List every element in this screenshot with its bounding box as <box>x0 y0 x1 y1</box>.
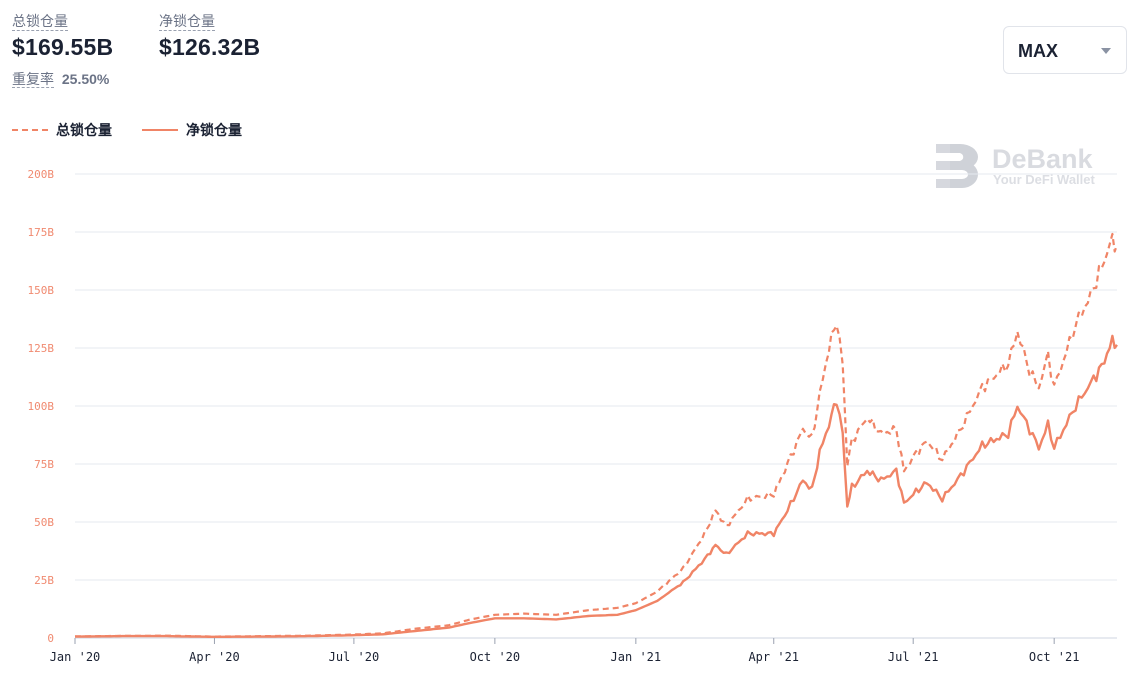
watermark-subtitle: Your DeFi Wallet <box>993 172 1095 187</box>
time-range-select[interactable]: MAX <box>1003 26 1127 74</box>
x-tick-label: Oct '21 <box>1029 650 1080 664</box>
legend-label-total: 总锁仓量 <box>56 122 112 138</box>
x-tick-label: Jan '20 <box>50 650 101 664</box>
watermark-title: DeBank <box>992 144 1093 174</box>
x-tick-label: Jul '21 <box>888 650 939 664</box>
y-tick-label: 50B <box>34 516 54 529</box>
x-tick-label: Apr '20 <box>189 650 240 664</box>
legend-label-net: 净锁仓量 <box>186 122 242 138</box>
y-tick-label: 100B <box>28 400 55 413</box>
y-tick-label: 175B <box>28 226 55 239</box>
chevron-down-icon <box>1101 48 1111 54</box>
y-tick-label: 0 <box>47 632 54 645</box>
solid-line-swatch <box>142 129 178 131</box>
y-tick-label: 75B <box>34 458 54 471</box>
series-line-total <box>74 232 1119 638</box>
overlap-rate-label[interactable]: 重复率 <box>12 71 54 88</box>
debank-watermark: DeBank Your DeFi Wallet <box>936 144 1106 190</box>
y-tick-label: 150B <box>28 284 55 297</box>
x-tick-label: Jul '20 <box>329 650 380 664</box>
dashed-line-swatch <box>12 129 48 131</box>
x-tick-label: Apr '21 <box>748 650 799 664</box>
time-range-value: MAX <box>1018 41 1058 61</box>
net-tvl-label[interactable]: 净锁仓量 <box>159 13 215 31</box>
net-tvl-stat: 净锁仓量 $126.32B <box>159 13 260 61</box>
overlap-rate: 重复率 25.50% <box>12 69 109 89</box>
series-line-net <box>75 334 1118 638</box>
net-tvl-value: $126.32B <box>159 34 261 60</box>
x-tick-label: Jan '21 <box>611 650 662 664</box>
total-tvl-label[interactable]: 总锁仓量 <box>12 13 68 31</box>
x-tick-label: Oct '20 <box>470 650 521 664</box>
debank-logo-icon <box>936 144 978 188</box>
y-tick-label: 25B <box>34 574 54 587</box>
total-tvl-value: $169.55B <box>12 34 114 60</box>
overlap-rate-value: 25.50% <box>61 71 110 87</box>
tvl-line-chart: 0 25B 50B 75B 100B 125B 150B 175B 200B Jan '20 Apr… <box>28 168 1119 664</box>
y-tick-label: 200B <box>28 168 55 181</box>
total-tvl-stat: 总锁仓量 $169.55B <box>12 13 113 61</box>
y-tick-label: 125B <box>28 342 55 355</box>
